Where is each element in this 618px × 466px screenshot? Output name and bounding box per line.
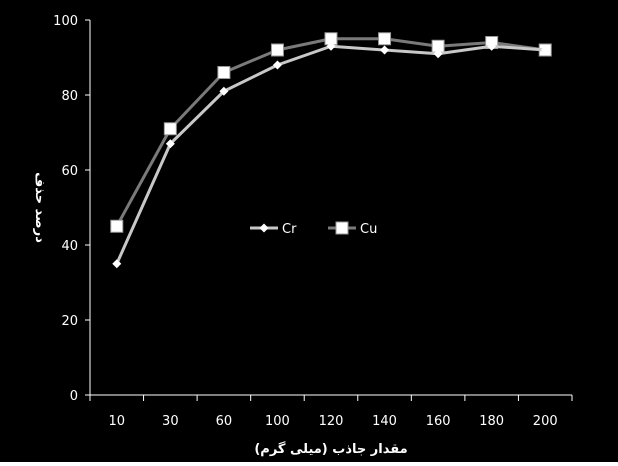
legend-entry-cu: Cu [328, 221, 377, 237]
x-tick-label: 200 [533, 414, 558, 429]
x-tick-label: 10 [109, 414, 126, 429]
y-tick-label: 40 [61, 239, 78, 254]
y-tick-label: 80 [61, 89, 78, 104]
y-tick-label: 60 [61, 164, 78, 179]
data-point-cu [378, 32, 392, 46]
data-point-cr [272, 60, 282, 70]
x-tick-label: 160 [426, 414, 451, 429]
x-axis-label: مقدار جاذب (میلی گرم) [254, 441, 407, 457]
x-tick-label: 100 [265, 414, 290, 429]
x-tick-label: 120 [319, 414, 344, 429]
legend-label-cr: Cr [282, 222, 297, 237]
data-point-cr [165, 139, 175, 149]
legend-label-cu: Cu [360, 222, 377, 237]
legend-marker-cu [335, 221, 349, 235]
y-tick-label: 20 [61, 314, 78, 329]
data-point-cr [487, 41, 497, 51]
y-tick-label: 100 [53, 14, 78, 29]
legend: Cr Cu [250, 221, 377, 237]
data-point-cu [270, 43, 284, 57]
x-axis-ticks: 10 30 60 100 120 140 160 180 200 [89, 395, 573, 429]
legend-entry-cr: Cr [250, 222, 297, 237]
y-tick-label: 0 [70, 389, 78, 404]
data-point-cu [110, 219, 124, 233]
data-point-cr [433, 49, 443, 59]
x-tick-label: 180 [479, 414, 504, 429]
data-point-cr [540, 45, 550, 55]
x-tick-label: 140 [372, 414, 397, 429]
axes [89, 20, 572, 396]
series-layer [110, 32, 552, 269]
x-tick-label: 30 [162, 414, 179, 429]
data-point-cr [380, 45, 390, 55]
data-point-cr [112, 259, 122, 269]
data-point-cu [217, 66, 231, 79]
y-axis-label: درصد حذف [32, 172, 47, 243]
data-point-cr [326, 41, 336, 51]
legend-marker-cr [259, 223, 269, 233]
data-point-cu [163, 122, 177, 136]
series-cu [110, 32, 552, 233]
data-point-cr [219, 86, 229, 96]
series-cr [112, 41, 550, 269]
x-tick-label: 60 [216, 414, 233, 429]
y-axis-ticks: 0 20 40 60 80 100 [53, 14, 90, 404]
